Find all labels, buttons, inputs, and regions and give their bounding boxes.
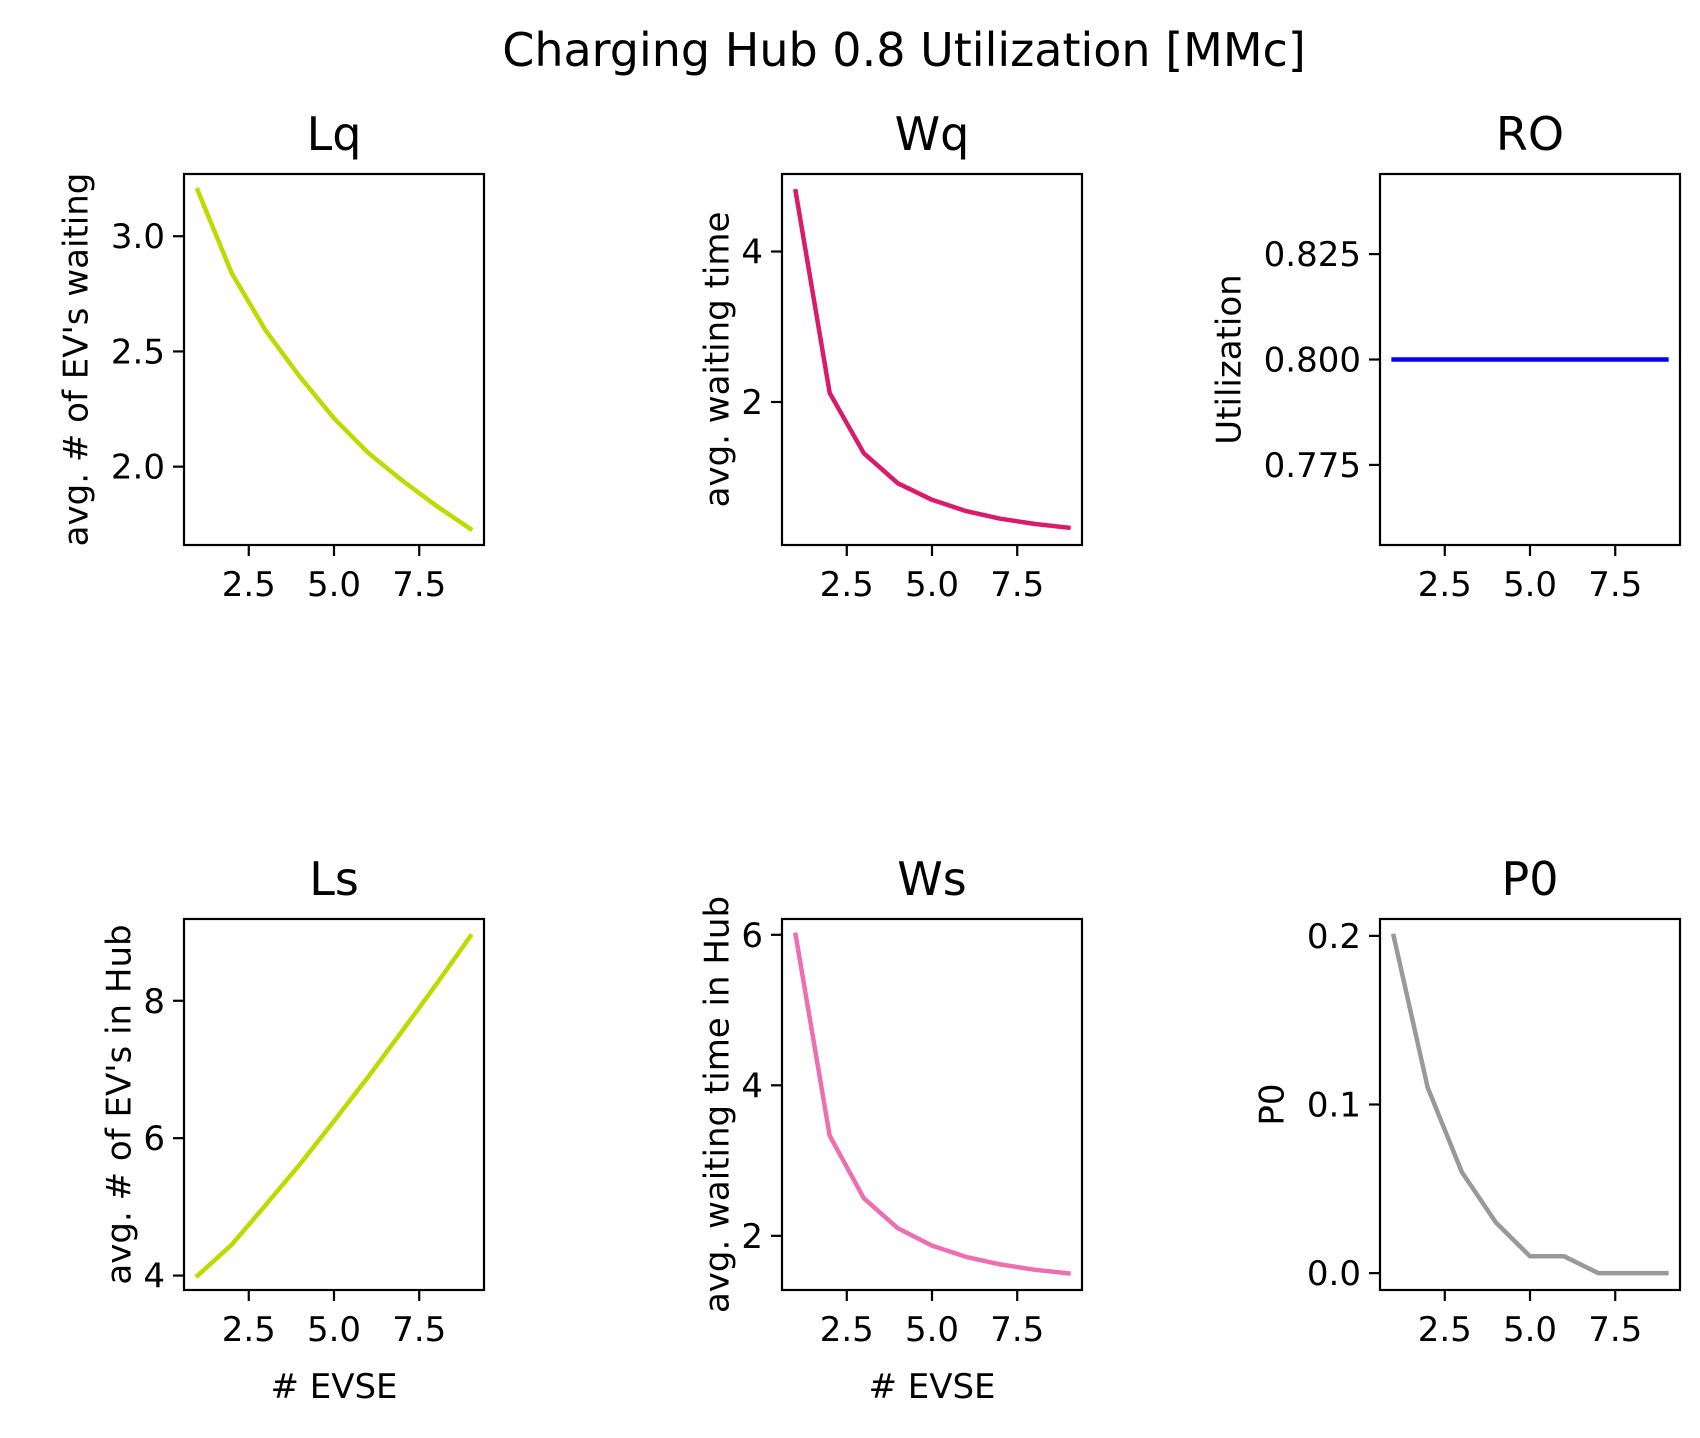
axes-frame: [780, 917, 1084, 1292]
x-axis-label: # EVSE: [868, 1367, 995, 1407]
subplot-0: 2.5 5.0 7.5 2.0 2.5 3.0 Lq avg. # of EV's waiti…: [57, 107, 486, 605]
y-tick-label: 0.800: [1264, 341, 1361, 381]
subplot-title: Lq: [307, 107, 362, 161]
y-tick-label: 2: [741, 1217, 763, 1257]
x-tick-label: 7.5: [392, 565, 446, 605]
x-tick-label: 5.0: [1503, 565, 1557, 605]
subplot-3: 2.5 5.0 7.5 4 6 8 Ls avg. # of EV's in Hub # EVS…: [100, 852, 486, 1407]
y-tick-label: 3.0: [111, 217, 165, 257]
x-tick-label: 5.0: [1503, 1310, 1557, 1350]
y-tick-label: 2.0: [111, 448, 165, 488]
x-axis-label: # EVSE: [270, 1367, 397, 1407]
series-line-3: [194, 933, 474, 1279]
y-tick-label: 2.5: [111, 332, 165, 372]
x-tick-label: 5.0: [905, 1310, 959, 1350]
series-line-5: [1390, 933, 1669, 1276]
y-tick-label: 0.1: [1307, 1086, 1361, 1126]
y-tick-label: 0.0: [1307, 1254, 1361, 1294]
y-axis-label: avg. waiting time: [698, 212, 738, 508]
y-tick-label: 4: [741, 1066, 763, 1106]
subplot-title: RO: [1496, 107, 1564, 161]
x-tick-label: 2.5: [222, 1310, 276, 1350]
y-axis-label: avg. # of EV's waiting: [57, 173, 97, 547]
x-tick-label: 5.0: [307, 1310, 361, 1350]
series-line-1: [793, 188, 1071, 531]
y-axis-label: Utilization: [1210, 274, 1250, 444]
axes-frame: [1378, 917, 1682, 1292]
subplot-grid: 2.5 5.0 7.5 2.0 2.5 3.0 Lq avg. # of EV's waiti…: [57, 107, 1682, 1407]
y-tick-label: 4: [143, 1257, 165, 1297]
x-tick-label: 2.5: [222, 565, 276, 605]
x-tick-label: 7.5: [990, 565, 1044, 605]
x-tick-label: 2.5: [820, 1310, 874, 1350]
y-tick-label: 0.775: [1264, 446, 1361, 486]
axes-frame: [780, 172, 1084, 547]
subplot-5: 2.5 5.0 7.5 0.0 0.1 0.2 P0 P0: [1253, 852, 1682, 1350]
y-tick-label: 8: [143, 982, 165, 1022]
x-tick-label: 7.5: [1588, 1310, 1642, 1350]
x-tick-label: 7.5: [1588, 565, 1642, 605]
y-axis-label: avg. waiting time in Hub: [698, 896, 738, 1313]
x-tick-label: 2.5: [820, 565, 874, 605]
subplot-title: Ws: [897, 852, 966, 906]
y-tick-label: 4: [741, 233, 763, 273]
axes-frame: [182, 172, 486, 547]
subplot-2: 2.5 5.0 7.5 0.775 0.800 0.825 RO Utilization: [1210, 107, 1682, 605]
subplot-title: Wq: [895, 107, 970, 161]
x-tick-label: 2.5: [1418, 1310, 1472, 1350]
subplot-title: P0: [1501, 852, 1558, 906]
y-tick-label: 0.825: [1264, 235, 1361, 275]
series-line-0: [194, 187, 474, 533]
figure-title: Charging Hub 0.8 Utilization [MMc]: [502, 23, 1306, 77]
x-tick-label: 7.5: [990, 1310, 1044, 1350]
x-tick-label: 5.0: [307, 565, 361, 605]
y-axis-label: avg. # of EV's in Hub: [100, 924, 140, 1284]
x-tick-label: 7.5: [392, 1310, 446, 1350]
y-tick-label: 2: [741, 383, 763, 423]
subplot-4: 2.5 5.0 7.5 2 4 6 Ws avg. waiting time in Hub # …: [698, 852, 1084, 1407]
axes-frame: [182, 917, 486, 1292]
y-axis-label: P0: [1253, 1083, 1293, 1125]
y-tick-label: 6: [741, 916, 763, 956]
y-tick-label: 0.2: [1307, 917, 1361, 957]
y-tick-label: 6: [143, 1119, 165, 1159]
x-tick-label: 2.5: [1418, 565, 1472, 605]
subplot-1: 2.5 5.0 7.5 2 4 Wq avg. waiting time: [698, 107, 1084, 605]
x-tick-label: 5.0: [905, 565, 959, 605]
series-line-4: [793, 932, 1071, 1276]
subplot-title: Ls: [309, 852, 359, 906]
